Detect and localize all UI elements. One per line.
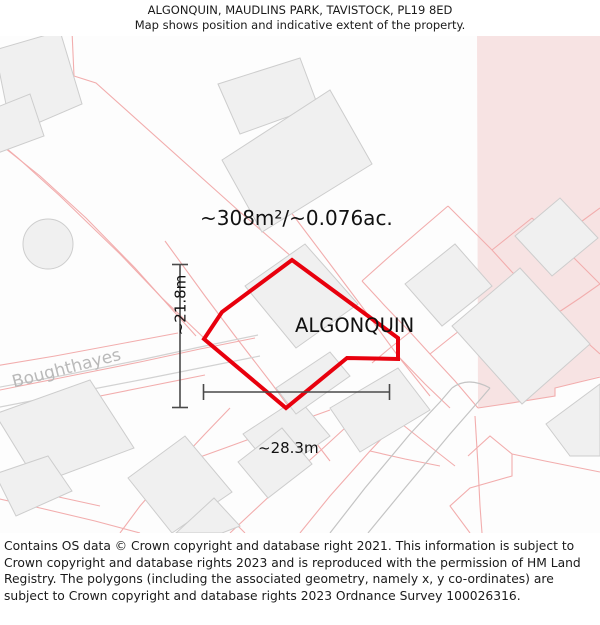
building-sw-1: [0, 379, 135, 485]
area-label: ~308m²/~0.076ac.: [200, 206, 393, 230]
copyright-footer: Contains OS data © Crown copyright and d…: [0, 535, 600, 625]
building-circle-feature: [22, 218, 74, 270]
building-sw-3: [175, 497, 241, 533]
building-se-1: [329, 367, 431, 453]
building-e-1: [404, 243, 493, 327]
parcel-line-road-north: [0, 337, 256, 391]
parcel-line-20: [447, 205, 513, 273]
parcel-line-13: [397, 420, 456, 467]
parcel-line-21: [491, 217, 533, 251]
map-canvas[interactable]: ~308m²/~0.076ac. ALGONQUIN Boughthayes ~…: [0, 36, 600, 533]
parcel-line-4: [0, 143, 197, 337]
map-vector-layer: [0, 36, 600, 533]
parcel-line-25: [555, 283, 600, 315]
building-main-house: [244, 243, 359, 349]
parcel-line-15: [511, 453, 600, 473]
parcel-line-road-upper: [0, 332, 179, 366]
road-boughthayes-north-edge: [0, 334, 259, 388]
building-e-2: [451, 267, 591, 405]
dimension-label-horizontal: ~28.3m: [258, 439, 319, 457]
building-sw-4: [0, 455, 73, 517]
road-lane-head: [451, 381, 491, 389]
building-group: [0, 36, 600, 533]
parcel-line-17: [477, 376, 600, 409]
dimension-lines-group: [172, 263, 391, 409]
parcel-line-12: [369, 450, 441, 467]
map-header: ALGONQUIN, MAUDLINS PARK, TAVISTOCK, PL1…: [0, 0, 600, 36]
building-nw-3: [0, 93, 45, 153]
parcel-line-19: [361, 205, 449, 282]
dimension-label-vertical: ~21.8m: [171, 274, 190, 336]
building-n-1: [221, 89, 373, 233]
page-subtitle: Map shows position and indicative extent…: [134, 18, 466, 32]
parcel-line-16: [474, 415, 483, 533]
road-lane-east-edge: [367, 387, 491, 533]
building-e-3: [514, 197, 599, 277]
property-boundary-outline[interactable]: [201, 257, 400, 411]
road-lane-west-edge: [329, 387, 453, 533]
building-e-4: [545, 383, 600, 457]
parcel-line-18: [361, 280, 479, 409]
page-title: ALGONQUIN, MAUDLINS PARK, TAVISTOCK, PL1…: [147, 3, 453, 17]
building-s-2: [237, 427, 313, 499]
parcel-line-14: [449, 435, 513, 533]
property-name-label: ALGONQUIN: [295, 314, 415, 337]
